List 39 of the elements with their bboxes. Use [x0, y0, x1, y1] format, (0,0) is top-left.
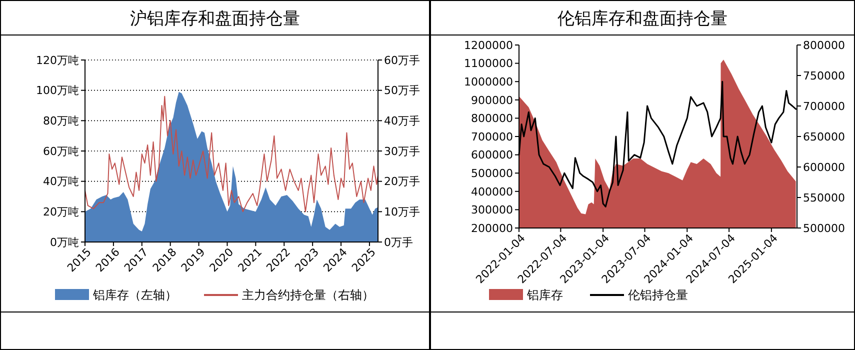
y2-tick-label: 650000	[803, 130, 845, 144]
y-tick-label: 20万吨	[43, 206, 79, 219]
legend-label: 铝库存	[526, 288, 563, 302]
legend-label: 伦铝持仓量	[628, 288, 688, 302]
legend-label: 主力合约持仓量（右轴）	[242, 288, 374, 302]
y-tick-label: 400000	[471, 185, 513, 198]
y-tick-label: 80万吨	[43, 114, 79, 128]
y-tick-label: 600000	[471, 148, 513, 162]
y-tick-label: 120万吨	[36, 54, 79, 67]
y-tick-label: 200000	[471, 222, 513, 235]
y-tick-label: 0万吨	[50, 236, 79, 249]
y-tick-label: 300000	[471, 204, 513, 217]
y2-tick-label: 700000	[803, 100, 845, 113]
y-tick-label: 60万吨	[43, 144, 79, 158]
y-tick-label: 700000	[471, 130, 513, 144]
y2-tick-label: 800000	[803, 38, 845, 52]
y2-tick-label: 60万手	[384, 54, 420, 67]
y-tick-label: 1100000	[464, 57, 513, 70]
y2-tick-label: 550000	[803, 191, 845, 204]
y2-tick-label: 600000	[803, 160, 845, 174]
y2-tick-label: 40万手	[384, 114, 420, 128]
y2-tick-label: 50万手	[384, 84, 420, 98]
y-tick-label: 40万吨	[43, 175, 79, 188]
y-tick-label: 1000000	[464, 75, 513, 88]
y-tick-label: 900000	[471, 94, 513, 107]
y2-tick-label: 10万手	[384, 206, 420, 219]
y-tick-label: 1200000	[464, 38, 513, 52]
y2-tick-label: 500000	[803, 222, 845, 235]
y-tick-label: 100万吨	[36, 84, 79, 98]
chart-title: 伦铝库存和盘面持仓量	[558, 9, 728, 29]
y2-tick-label: 30万手	[384, 144, 420, 158]
y2-tick-label: 0万手	[384, 236, 413, 249]
legend-label: 铝库存（左轴）	[92, 288, 177, 302]
y-tick-label: 800000	[471, 112, 513, 126]
y-tick-label: 500000	[471, 166, 513, 180]
y2-tick-label: 20万手	[384, 175, 420, 188]
y2-tick-label: 750000	[803, 69, 845, 82]
chart-title: 沪铝库存和盘面持仓量	[130, 9, 300, 29]
line-series	[84, 96, 378, 212]
